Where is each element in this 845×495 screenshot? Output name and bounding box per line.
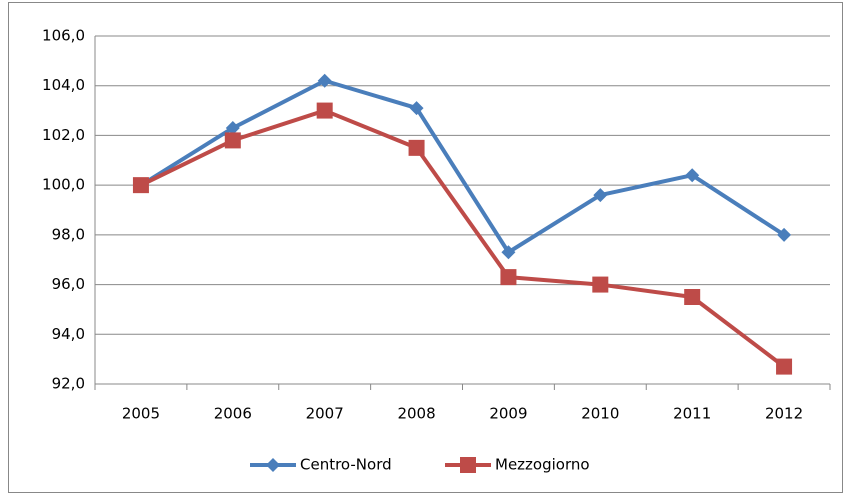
x-tick-label: 2007 (306, 405, 344, 423)
data-point (777, 227, 792, 242)
data-point (225, 120, 240, 135)
data-point (592, 276, 609, 293)
y-tick-label: 94,0 (52, 325, 85, 343)
x-tick-label: 2006 (214, 405, 252, 423)
legend-label: Centro-Nord (300, 456, 392, 474)
series-line (139, 78, 786, 255)
data-point (132, 177, 149, 194)
x-tick-label: 2011 (673, 405, 711, 423)
x-tick-label: 2008 (397, 405, 435, 423)
x-tick-label: 2012 (765, 405, 803, 423)
chart-frame (8, 2, 843, 493)
y-tick-label: 92,0 (52, 375, 85, 393)
x-tick-label: 2009 (489, 405, 527, 423)
data-point (409, 101, 424, 116)
data-point (224, 132, 241, 149)
x-tick-label: 2005 (122, 405, 160, 423)
data-point (317, 73, 332, 88)
data-point (685, 168, 700, 183)
y-tick-label: 102,0 (42, 126, 85, 144)
x-tick-label: 2010 (581, 405, 619, 423)
data-point (593, 188, 608, 203)
data-point (684, 289, 701, 305)
y-tick-label: 98,0 (52, 225, 85, 243)
legend-marker (460, 457, 476, 473)
y-tick-label: 100,0 (42, 176, 85, 194)
y-tick-label: 96,0 (52, 275, 85, 293)
y-tick-label: 104,0 (42, 76, 85, 94)
data-point (316, 102, 333, 119)
y-tick-label: 106,0 (42, 27, 85, 45)
legend-label: Mezzogiorno (495, 456, 590, 474)
series-line (140, 108, 786, 369)
data-point (500, 269, 517, 286)
legend-marker (266, 458, 280, 472)
data-point (408, 139, 425, 156)
data-point (501, 245, 516, 260)
data-point (776, 358, 793, 375)
